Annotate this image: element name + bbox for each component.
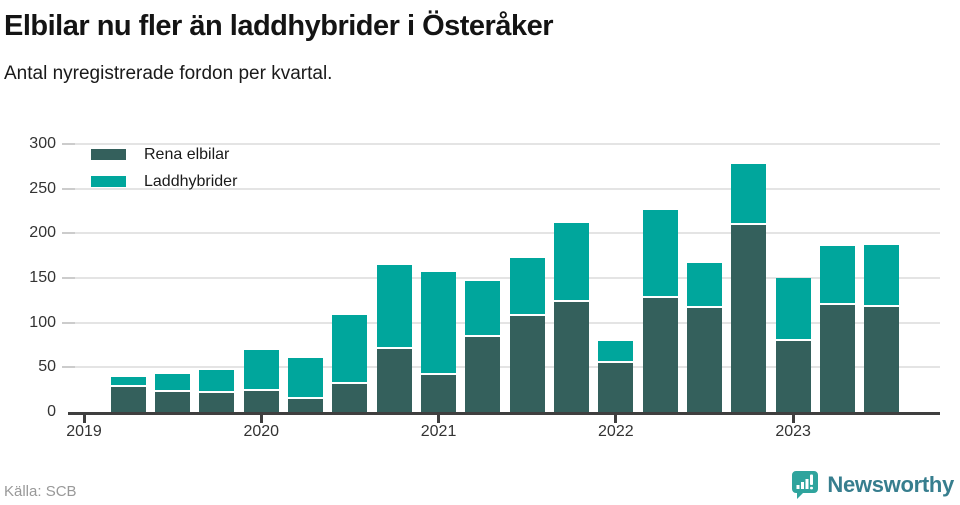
bar-2021-kv-1: [421, 271, 457, 412]
x-axis-tick-2023: [791, 415, 795, 423]
segment-laddhybrider: [199, 370, 235, 394]
segment-rena-elbilar: [421, 375, 457, 412]
segment-laddhybrider: [554, 222, 590, 303]
segment-rena-elbilar: [554, 302, 590, 412]
y-axis-label-150: 150: [29, 269, 56, 286]
bar-2022-kv-2: [642, 210, 678, 412]
segment-rena-elbilar: [376, 349, 412, 412]
gridline-100: [62, 321, 940, 324]
segment-rena-elbilar: [155, 392, 191, 412]
x-axis-label-2019: 2019: [66, 423, 102, 440]
legend-label: Laddhybrider: [144, 173, 238, 190]
brand-name: Newsworthy: [827, 472, 954, 497]
bar-2020-kv-3: [332, 314, 368, 412]
segment-laddhybrider: [642, 210, 678, 298]
legend-swatch-rena-elbilar: [91, 149, 126, 160]
bar-2023-kv-3: [864, 244, 900, 412]
segment-rena-elbilar: [199, 393, 235, 412]
segment-rena-elbilar: [731, 225, 767, 412]
chart-title: Elbilar nu fler än laddhybrider i Österå…: [4, 10, 554, 42]
segment-rena-elbilar: [465, 336, 501, 412]
segment-rena-elbilar: [642, 297, 678, 412]
segment-laddhybrider: [465, 280, 501, 337]
y-axis-label-200: 200: [29, 224, 56, 242]
gridline-150: [62, 277, 940, 279]
bar-2022-kv-1: [598, 341, 634, 412]
segment-laddhybrider: [332, 314, 368, 385]
legend-swatch-laddhybrider: [91, 176, 126, 187]
segment-laddhybrider: [110, 377, 146, 387]
segment-rena-elbilar: [819, 304, 855, 412]
legend-item-rena-elbilar: Rena elbilar: [91, 146, 237, 163]
chart-subtitle: Antal nyregistrerade fordon per kvartal.: [4, 63, 333, 84]
y-axis-label-0: 0: [47, 403, 56, 420]
legend-item-laddhybrider: Laddhybrider: [91, 173, 237, 190]
bar-2020-kv-4: [376, 264, 412, 412]
bar-2022-kv-3: [686, 262, 722, 412]
segment-rena-elbilar: [288, 398, 324, 412]
segment-rena-elbilar: [243, 391, 279, 412]
gridline-250: [62, 187, 940, 190]
x-axis-tick-2021: [437, 415, 441, 423]
bar-2022-kv-4: [731, 163, 767, 412]
segment-rena-elbilar: [598, 362, 634, 412]
segment-laddhybrider: [864, 244, 900, 308]
segment-rena-elbilar: [332, 384, 368, 412]
y-axis-label-300: 300: [29, 135, 56, 152]
bar-2021-kv-2: [465, 280, 501, 412]
x-axis-line: [68, 412, 940, 415]
x-axis-label-2023: 2023: [775, 423, 811, 440]
segment-laddhybrider: [243, 350, 279, 392]
bar-2023-kv-2: [819, 245, 855, 412]
segment-laddhybrider: [288, 358, 324, 399]
segment-laddhybrider: [376, 264, 412, 350]
bar-2020-kv-1: [243, 350, 279, 412]
gridline-200: [62, 232, 940, 235]
segment-rena-elbilar: [775, 341, 811, 412]
x-axis-label-2020: 2020: [243, 423, 280, 440]
x-axis-label-2022: 2022: [598, 423, 634, 440]
plot-area: [62, 143, 940, 412]
segment-laddhybrider: [598, 341, 634, 363]
newsworthy-bubble-chart-icon: [791, 470, 819, 500]
x-axis-label-2021: 2021: [420, 423, 457, 440]
x-axis-tick-2022: [614, 415, 618, 423]
segment-laddhybrider: [509, 258, 545, 316]
bar-2020-kv-2: [288, 358, 324, 412]
segment-rena-elbilar: [686, 308, 722, 412]
bar-2019-kv-4: [199, 370, 235, 412]
bar-2021-kv-3: [509, 258, 545, 412]
legend: Rena elbilar Laddhybrider: [91, 146, 237, 190]
segment-rena-elbilar: [509, 315, 545, 412]
segment-laddhybrider: [155, 373, 191, 393]
bar-2023-kv-1: [775, 278, 811, 412]
bar-2021-kv-4: [554, 222, 590, 412]
segment-rena-elbilar: [864, 307, 900, 412]
y-axis-label-50: 50: [38, 358, 56, 376]
x-axis-tick-2019: [82, 415, 86, 423]
segment-laddhybrider: [731, 163, 767, 226]
x-axis-tick-2020: [259, 415, 263, 423]
source-text: Källa: SCB: [4, 483, 77, 500]
gridline-300: [62, 143, 940, 145]
brand-logo: Newsworthy: [791, 470, 954, 500]
y-axis-label-250: 250: [29, 179, 56, 197]
segment-laddhybrider: [686, 262, 722, 309]
legend-label: Rena elbilar: [144, 146, 230, 163]
bar-2019-kv-2: [110, 377, 146, 412]
segment-laddhybrider: [819, 245, 855, 305]
segment-rena-elbilar: [110, 387, 146, 412]
y-axis-label-100: 100: [29, 313, 56, 331]
gridline-50: [62, 366, 940, 369]
bar-2019-kv-3: [155, 373, 191, 412]
segment-laddhybrider: [421, 271, 457, 376]
segment-laddhybrider: [775, 278, 811, 342]
